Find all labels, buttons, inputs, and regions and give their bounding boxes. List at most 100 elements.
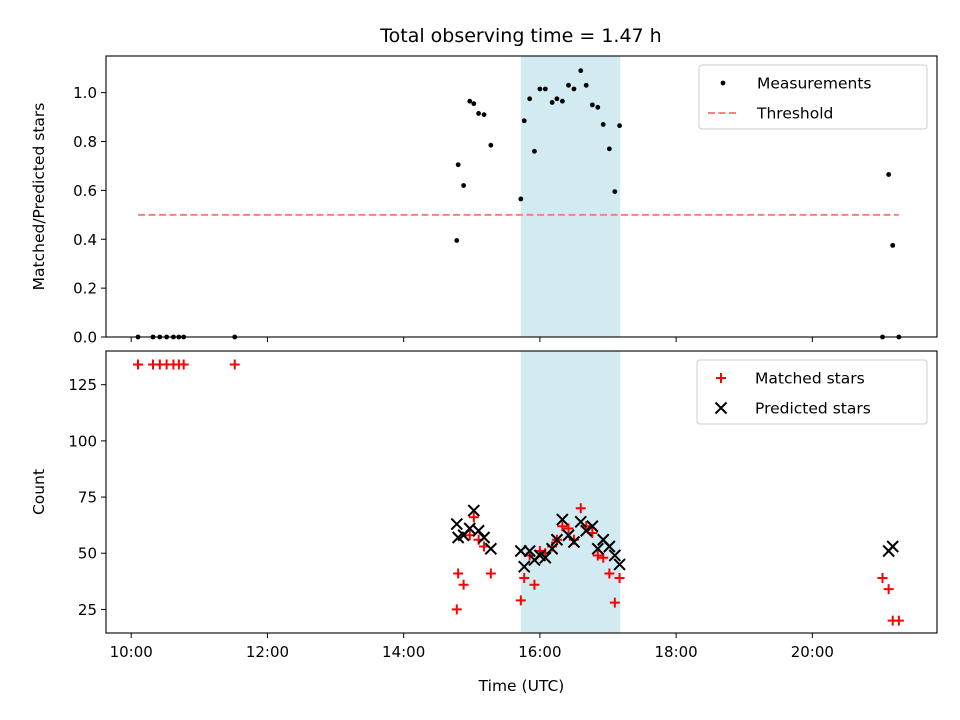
data-point <box>886 172 892 177</box>
data-point <box>542 86 548 92</box>
predicted-marker <box>545 542 559 555</box>
figure-title: Total observing time = 1.47 h <box>379 25 661 47</box>
matched-marker <box>458 579 469 590</box>
matched-marker <box>229 359 240 370</box>
matched-marker <box>557 521 568 532</box>
x-tick-label: 16:00 <box>518 643 561 661</box>
predicted-marker <box>484 542 498 555</box>
matched-marker <box>609 597 620 608</box>
data-point <box>617 123 622 129</box>
data-point <box>612 189 618 195</box>
matched-marker <box>453 568 464 579</box>
predicted-marker <box>514 544 528 558</box>
data-point <box>461 183 467 188</box>
data-point <box>583 82 589 88</box>
matched-marker <box>575 503 586 514</box>
data-point <box>527 96 533 102</box>
data-point <box>467 98 473 104</box>
predicted-marker <box>613 558 626 571</box>
matched-marker <box>877 572 888 583</box>
matched-marker <box>133 359 144 370</box>
matched-marker <box>604 568 615 579</box>
data-point <box>578 68 584 74</box>
matched-marker <box>563 523 574 534</box>
matched-marker <box>485 568 496 579</box>
data-point <box>554 96 560 102</box>
legend-box <box>698 64 928 130</box>
matched-marker <box>178 359 189 370</box>
y-tick-label: 0.8 <box>73 133 97 151</box>
x-tick-label: 10:00 <box>110 643 153 661</box>
data-point <box>454 238 460 243</box>
predicted-marker <box>463 522 476 535</box>
y-tick-label: 100 <box>68 432 97 450</box>
data-point <box>566 82 571 88</box>
data-point <box>600 122 606 127</box>
predicted-marker <box>556 513 569 526</box>
data-point <box>537 86 543 92</box>
x-tick-label: 14:00 <box>382 643 425 661</box>
matched-marker <box>451 604 462 615</box>
predicted-marker <box>608 549 622 562</box>
legend-label: Threshold <box>756 105 833 123</box>
data-point <box>455 162 461 168</box>
data-point <box>549 100 555 105</box>
data-point <box>606 146 612 152</box>
data-point <box>595 104 601 110</box>
matched-marker <box>519 572 530 583</box>
data-point <box>518 196 524 202</box>
legend: Matched stars Predicted stars <box>696 359 928 425</box>
top-panel: 0.0 0.2 0.4 0.6 0.8 1.0 Matched/Predicted star… <box>30 55 938 347</box>
data-point <box>890 242 896 248</box>
matched-marker <box>529 579 540 590</box>
predicted-marker <box>603 540 616 553</box>
highlight-span <box>520 351 621 633</box>
legend-label: Predicted stars <box>755 400 871 418</box>
matched-marker <box>883 584 894 595</box>
predicted-marker <box>574 515 587 528</box>
predicted-marker <box>567 535 581 549</box>
axes-frame <box>105 350 938 634</box>
matched-marker <box>592 550 603 561</box>
x-tick-label: 18:00 <box>655 643 698 661</box>
x-tick-label: 20:00 <box>791 643 834 661</box>
y-tick-label: 25 <box>78 601 97 619</box>
legend: Measurements Threshold <box>698 64 928 130</box>
highlight-span <box>520 56 621 337</box>
y-axis-label: Matched/Predicted stars <box>30 103 48 291</box>
data-point <box>488 142 494 148</box>
legend-label: Matched stars <box>755 370 865 388</box>
predicted-marker <box>586 520 599 533</box>
matched-marker <box>515 595 526 606</box>
matched-marker <box>893 615 904 626</box>
series-predicted-stars <box>450 504 899 573</box>
predicted-marker <box>523 544 536 558</box>
predicted-marker <box>450 517 463 531</box>
legend-marker-predicted <box>714 401 728 415</box>
data-point <box>476 111 481 116</box>
matched-marker <box>598 552 609 563</box>
y-tick-label: 0.4 <box>73 231 97 249</box>
x-tick-label: 12:00 <box>246 643 289 661</box>
y-tick-label: 75 <box>78 489 97 507</box>
legend-marker-measurements <box>720 80 726 86</box>
predicted-marker <box>518 560 531 573</box>
predicted-marker <box>477 531 491 544</box>
data-point <box>559 98 565 104</box>
matched-marker <box>614 572 625 583</box>
data-point <box>481 112 487 118</box>
data-point <box>571 86 577 92</box>
predicted-marker <box>591 542 604 555</box>
y-tick-label: 0.0 <box>73 329 97 347</box>
x-axis-label: Time (UTC) <box>478 677 565 695</box>
matched-marker <box>468 512 479 523</box>
legend-marker-matched <box>716 373 726 383</box>
y-tick-label: 0.2 <box>73 280 97 298</box>
legend-box <box>696 359 928 425</box>
y-tick-label: 50 <box>78 545 97 563</box>
predicted-marker <box>550 533 564 546</box>
data-point <box>471 101 477 107</box>
predicted-marker <box>886 540 899 553</box>
predicted-marker <box>539 551 552 564</box>
